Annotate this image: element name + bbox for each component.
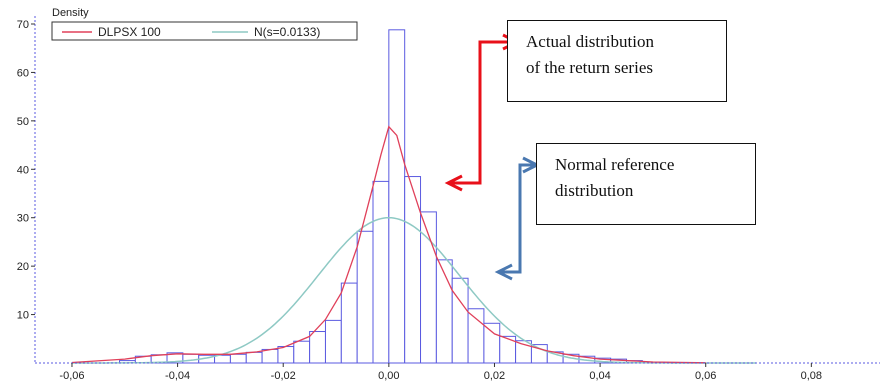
y-axis-label: Density — [52, 7, 89, 19]
histogram-bar — [372, 180, 390, 364]
y-tick-label: 60 — [17, 67, 29, 79]
histogram-bar — [182, 353, 200, 364]
arrow-actual — [450, 40, 515, 185]
x-tick-label: 0,02 — [484, 370, 505, 382]
legend: DLPSX 100 N(s=0.0133) — [51, 21, 358, 41]
x-tick-label: -0,06 — [59, 370, 84, 382]
legend-label-normal: N(s=0.0133) — [254, 25, 320, 39]
arrowhead-actual-left — [444, 174, 463, 192]
x-tick-label: -0,02 — [271, 370, 296, 382]
axes-layer: -0,06 -0,04 -0,02 0,00 0,02 0,04 0,06 0,08 10 20 3… — [17, 7, 880, 382]
y-tick-label: 70 — [17, 19, 29, 31]
legend-box — [51, 21, 358, 41]
histogram-bar — [277, 346, 295, 364]
histogram-bar — [340, 282, 358, 364]
histogram-bar — [309, 331, 326, 364]
y-tick-label: 30 — [17, 213, 29, 225]
histogram-bar — [451, 277, 469, 364]
curves-layer — [71, 125, 756, 364]
x-tick-label: 0,06 — [695, 370, 716, 382]
arrow-normal — [500, 163, 535, 274]
histogram-bar — [293, 340, 311, 364]
histogram-bar — [467, 308, 485, 364]
annotation-actual-line2: of the return series — [526, 58, 653, 77]
annotation-box-normal: Normal reference distribution — [536, 143, 756, 225]
y-tick-label: 20 — [17, 261, 29, 273]
y-tick-label: 40 — [17, 164, 29, 176]
histogram-bar — [324, 319, 342, 364]
arrowhead-normal-left — [494, 263, 513, 281]
legend-label-dlpsx: DLPSX 100 — [98, 25, 161, 39]
histogram-bar — [245, 351, 263, 364]
annotation-box-actual: Actual distribution of the return series — [507, 20, 727, 102]
histogram-bar — [229, 353, 247, 364]
x-tick-label: 0,04 — [589, 370, 610, 382]
x-tick-label: 0,00 — [378, 370, 399, 382]
histogram-bar — [435, 259, 453, 364]
series-line-normal — [72, 216, 756, 364]
y-tick-label: 10 — [17, 310, 29, 322]
x-tick-label: 0,08 — [801, 370, 822, 382]
annotation-normal-line2: distribution — [555, 181, 634, 200]
histogram-bar — [388, 29, 406, 364]
y-tick-label: 50 — [17, 116, 29, 128]
x-tick-label: -0,04 — [165, 370, 190, 382]
histogram-bar — [261, 348, 279, 364]
annotation-actual-line1: Actual distribution — [526, 32, 654, 51]
histogram-bar — [483, 322, 501, 364]
histogram-bar — [356, 230, 374, 364]
series-line-dlpsx — [71, 125, 706, 364]
annotation-normal-line1: Normal reference — [555, 155, 675, 174]
